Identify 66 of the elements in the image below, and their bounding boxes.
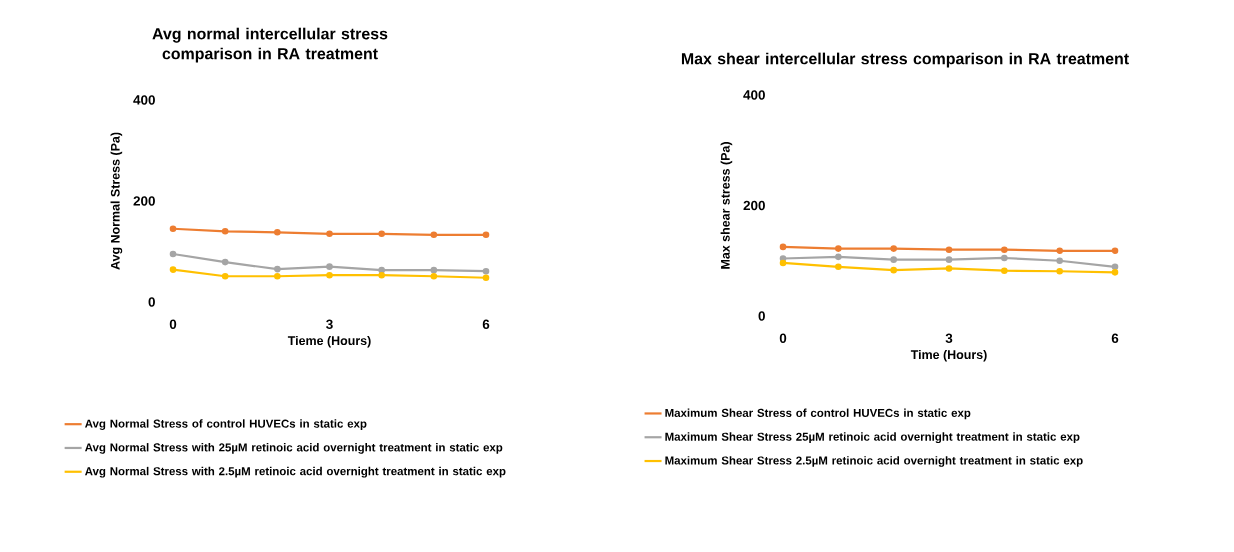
y-tick-label: 400: [743, 90, 765, 100]
point: [945, 265, 953, 272]
point: [1056, 267, 1063, 275]
chart-title: Max shear intercellular stress comparison in RA treatment: [681, 52, 1129, 68]
legend-label: Avg Normal Stress with 25µM retinoic acid overnight treatment in static exp: [85, 443, 503, 454]
point: [274, 265, 281, 273]
x-tick-label: 3: [945, 333, 953, 344]
x-tick-label: 0: [779, 333, 787, 344]
point: [1001, 267, 1008, 274]
point: [378, 266, 385, 274]
y-tick-label: 200: [743, 200, 765, 211]
y-axis-title: Max shear stress (Pa): [720, 142, 733, 269]
point: [945, 246, 953, 253]
x-tick-label: 0: [169, 319, 177, 330]
point: [1001, 246, 1008, 253]
point: [274, 272, 281, 280]
y-tick-label: 400: [133, 95, 155, 105]
legend-label: Maximum Shear Stress 2.5µM retinoic acid overnight treatment in static exp: [665, 456, 1083, 467]
point: [169, 250, 177, 258]
y-axis-title: Avg Normal Stress (Pa): [110, 132, 123, 270]
x-tick-label: 3: [326, 319, 333, 330]
point: [835, 245, 842, 252]
legend-label: Avg Normal Stress of control HUVECs in static exp: [85, 419, 367, 431]
point: [779, 243, 787, 251]
legend-label: Avg Normal Stress with 2.5µM retinoic acid overnight treatment in static exp: [85, 466, 506, 478]
point: [1111, 269, 1119, 276]
point: [1111, 247, 1119, 255]
legend-label: Maximum Shear Stress 25µM retinoic acid overnight treatment in static exp: [665, 432, 1080, 444]
point: [326, 230, 333, 238]
point: [482, 267, 490, 275]
point: [430, 266, 438, 274]
point: [890, 256, 897, 263]
point: [430, 272, 438, 280]
x-axis-title: Tieme (Hours): [287, 335, 371, 348]
point: [221, 272, 229, 280]
point: [482, 231, 490, 239]
x-axis-title: Time (Hours): [910, 349, 987, 362]
point: [326, 263, 333, 270]
point: [1056, 247, 1063, 255]
y-tick-label: 0: [758, 311, 765, 321]
point: [890, 266, 897, 274]
point: [221, 227, 229, 235]
point: [169, 225, 177, 233]
point: [482, 274, 490, 282]
point: [1056, 257, 1063, 265]
y-tick-label: 200: [133, 196, 155, 206]
point: [378, 230, 385, 238]
point: [1111, 263, 1119, 271]
x-tick-label: 6: [482, 319, 490, 330]
point: [835, 263, 842, 271]
point: [835, 253, 842, 261]
legend-label: Maximum Shear Stress of control HUVECs in static exp: [665, 408, 971, 420]
point: [945, 256, 953, 263]
chart-title: Avg normal intercellular stress comparison in RA treatment: [152, 27, 388, 63]
point: [326, 271, 333, 279]
point: [430, 231, 438, 239]
point: [779, 255, 787, 262]
point: [378, 271, 385, 279]
point: [221, 258, 229, 266]
point: [1001, 254, 1008, 262]
y-tick-label: 0: [148, 297, 155, 307]
x-tick-label: 6: [1111, 333, 1119, 344]
point: [890, 245, 897, 252]
point: [779, 259, 787, 267]
point: [169, 266, 177, 273]
point: [274, 229, 281, 236]
